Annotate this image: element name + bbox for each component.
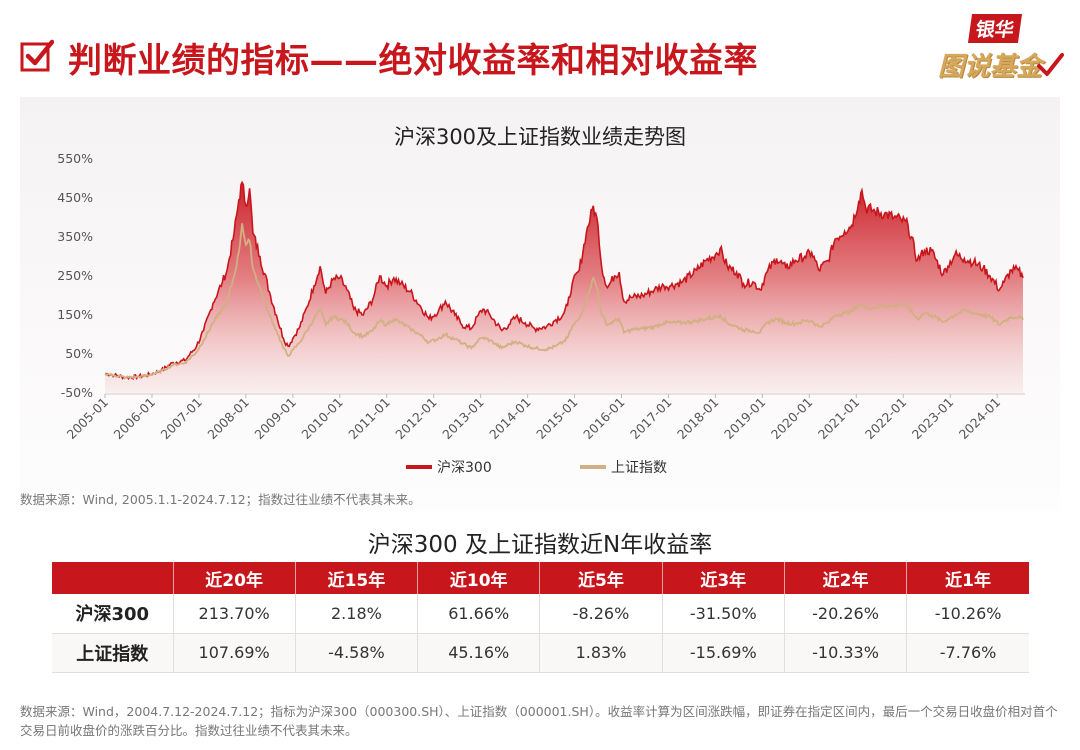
legend-shanghai-index-label: 上证指数	[611, 460, 667, 476]
x-tick-label: 2023-01	[909, 395, 957, 443]
table-cell: -10.26%	[906, 594, 1029, 634]
table-source-note: 数据来源：Wind，2004.7.12-2024.7.12；指标为沪深300（0…	[20, 704, 1058, 738]
checkbox-check-icon	[20, 39, 54, 72]
performance-chart: 550% 450% 350% 250% 150% 50% -50% 2005-01 2006-…	[57, 151, 1025, 476]
brand-check-icon	[1037, 53, 1064, 76]
table-title: 沪深300 及上证指数近N年收益率	[367, 532, 713, 558]
x-tick-label: 2010-01	[298, 395, 346, 443]
x-tick-label: 2011-01	[345, 395, 393, 443]
table-cell: 2.18%	[295, 594, 419, 634]
table-header-cell	[52, 562, 174, 594]
table-cell: -15.69%	[662, 633, 785, 673]
x-tick-label: 2012-01	[392, 395, 440, 443]
brand-logo: 银华 图说基金	[928, 12, 1068, 84]
returns-table: 近20年 近15年 近10年 近5年 近3年 近2年 近1年 沪深300 213…	[52, 562, 1029, 673]
table-cell: -7.76%	[906, 633, 1029, 673]
x-tick-label: 2021-01	[815, 395, 863, 443]
x-tick-label: 2014-01	[486, 395, 534, 443]
x-tick-label: 2017-01	[627, 395, 675, 443]
table-cell: 45.16%	[417, 633, 541, 673]
x-tick-label: 2005-01	[64, 395, 112, 443]
x-tick-label: 2006-01	[111, 395, 159, 443]
table-row: 上证指数 107.69% -4.58% 45.16% 1.83% -15.69%…	[52, 633, 1029, 673]
table-cell: 61.66%	[417, 594, 541, 634]
chart-title: 沪深300及上证指数业绩走势图	[393, 125, 687, 149]
hs300-line	[104, 180, 1024, 381]
table-header-cell: 近3年	[662, 562, 785, 594]
table-header-cell: 近10年	[417, 562, 541, 594]
row-label: 上证指数	[52, 633, 174, 673]
x-tick-label: 2015-01	[533, 395, 581, 443]
x-tick-label: 2008-01	[204, 395, 252, 443]
x-tick-label: 2022-01	[862, 395, 910, 443]
y-tick-label: 350%	[57, 229, 93, 244]
x-tick-label: 2007-01	[157, 395, 205, 443]
x-tick-label: 2020-01	[768, 395, 816, 443]
y-tick-label: 250%	[57, 268, 93, 283]
table-cell: -20.26%	[784, 594, 908, 634]
y-tick-label: -50%	[61, 385, 93, 400]
x-tick-label: 2016-01	[580, 395, 628, 443]
table-row: 沪深300 213.70% 2.18% 61.66% -8.26% -31.50…	[52, 594, 1029, 634]
y-tick-label: 50%	[65, 346, 93, 361]
chart-source-note: 数据来源：Wind, 2005.1.1-2024.7.12；指数过往业绩不代表其…	[20, 492, 421, 507]
table-cell: -8.26%	[539, 594, 663, 634]
table-header-cell: 近20年	[173, 562, 296, 594]
table-header-cell: 近5年	[539, 562, 663, 594]
brand-logo-bottom: 图说基金	[938, 52, 1043, 82]
table-cell: 107.69%	[173, 633, 296, 673]
x-tick-label: 2009-01	[251, 395, 299, 443]
brand-logo-top: 银华	[967, 14, 1023, 43]
x-tick-label: 2024-01	[956, 395, 1004, 443]
shanghai-index-line	[104, 223, 1024, 380]
table-header-cell: 近15年	[295, 562, 419, 594]
x-tick-label: 2019-01	[721, 395, 769, 443]
table-cell: -10.33%	[784, 633, 908, 673]
y-tick-label: 150%	[57, 307, 93, 322]
chart-panel: 沪深300及上证指数业绩走势图 550% 450% 350% 250% 150% 50% -…	[20, 97, 1060, 511]
x-tick-label: 2018-01	[674, 395, 722, 443]
y-tick-label: 550%	[57, 151, 93, 166]
header: 判断业绩的指标——绝对收益率和相对收益率 银华 图说基金	[0, 0, 1080, 95]
legend-hs300-label: 沪深300	[437, 460, 492, 476]
hs300-area	[105, 182, 1023, 393]
y-tick-label: 450%	[57, 190, 93, 205]
table-header-cell: 近2年	[784, 562, 908, 594]
table-cell: 213.70%	[173, 594, 296, 634]
table-cell: -4.58%	[295, 633, 419, 673]
page-title: 判断业绩的指标——绝对收益率和相对收益率	[68, 41, 758, 81]
row-label: 沪深300	[52, 594, 174, 634]
table-header-cell: 近1年	[906, 562, 1029, 594]
table-cell: -31.50%	[662, 594, 785, 634]
table-cell: 1.83%	[539, 633, 663, 673]
table-header-row: 近20年 近15年 近10年 近5年 近3年 近2年 近1年	[52, 562, 1029, 594]
x-tick-label: 2013-01	[439, 395, 487, 443]
